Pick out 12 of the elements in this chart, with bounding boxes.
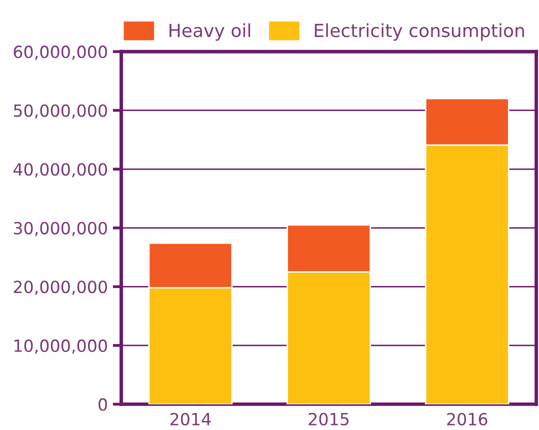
y-tick-label: 20,000,000 [14,280,107,295]
y-tick-label: 10,000,000 [14,339,107,354]
x-tick-label: 2015 [308,412,349,426]
x-tick-label: 2014 [170,412,211,426]
x-tick-label: 2016 [447,412,488,426]
legend-label: Heavy oil [170,23,250,41]
legend-label: Electricity consumption [314,23,524,41]
y-tick-label: 50,000,000 [14,104,107,119]
y-tick-label: 60,000,000 [14,46,107,60]
y-tick-label: 0 [98,398,107,411]
y-tick-label: 40,000,000 [13,163,107,178]
y-tick-label: 30,000,000 [14,222,107,236]
